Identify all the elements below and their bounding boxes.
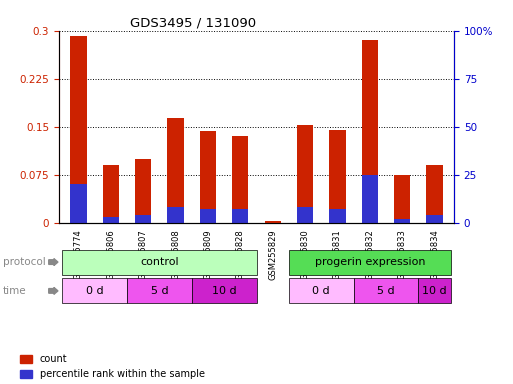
Bar bbox=[394, 175, 410, 223]
Text: time: time bbox=[3, 286, 26, 296]
Bar bbox=[135, 159, 151, 223]
Bar bbox=[329, 130, 346, 223]
Text: 0 d: 0 d bbox=[312, 286, 330, 296]
Bar bbox=[200, 131, 216, 223]
Text: 5 d: 5 d bbox=[150, 286, 168, 296]
Bar bbox=[297, 207, 313, 223]
Bar bbox=[419, 278, 451, 303]
Bar bbox=[289, 278, 353, 303]
Bar bbox=[167, 118, 184, 223]
Legend: count, percentile rank within the sample: count, percentile rank within the sample bbox=[20, 354, 205, 379]
Bar bbox=[362, 175, 378, 223]
Bar bbox=[103, 165, 119, 223]
Text: progerin expression: progerin expression bbox=[314, 257, 425, 267]
Bar bbox=[167, 207, 184, 223]
Bar bbox=[353, 278, 419, 303]
Text: 5 d: 5 d bbox=[377, 286, 395, 296]
Bar bbox=[62, 278, 127, 303]
Bar bbox=[426, 165, 443, 223]
Bar bbox=[362, 40, 378, 223]
Bar bbox=[394, 219, 410, 223]
Bar bbox=[103, 217, 119, 223]
Bar bbox=[329, 209, 346, 223]
Bar bbox=[297, 125, 313, 223]
Bar bbox=[200, 209, 216, 223]
Text: 0 d: 0 d bbox=[86, 286, 104, 296]
Bar bbox=[70, 36, 87, 223]
Bar bbox=[289, 250, 451, 275]
Bar bbox=[265, 222, 281, 223]
Text: GDS3495 / 131090: GDS3495 / 131090 bbox=[130, 17, 256, 30]
Bar bbox=[70, 184, 87, 223]
Bar bbox=[192, 278, 256, 303]
Text: 10 d: 10 d bbox=[212, 286, 236, 296]
Bar bbox=[426, 215, 443, 223]
Text: 10 d: 10 d bbox=[422, 286, 447, 296]
Bar bbox=[232, 209, 248, 223]
Bar bbox=[62, 250, 256, 275]
Text: control: control bbox=[140, 257, 179, 267]
Bar bbox=[135, 215, 151, 223]
Bar bbox=[232, 136, 248, 223]
Text: protocol: protocol bbox=[3, 257, 45, 267]
Bar bbox=[127, 278, 192, 303]
